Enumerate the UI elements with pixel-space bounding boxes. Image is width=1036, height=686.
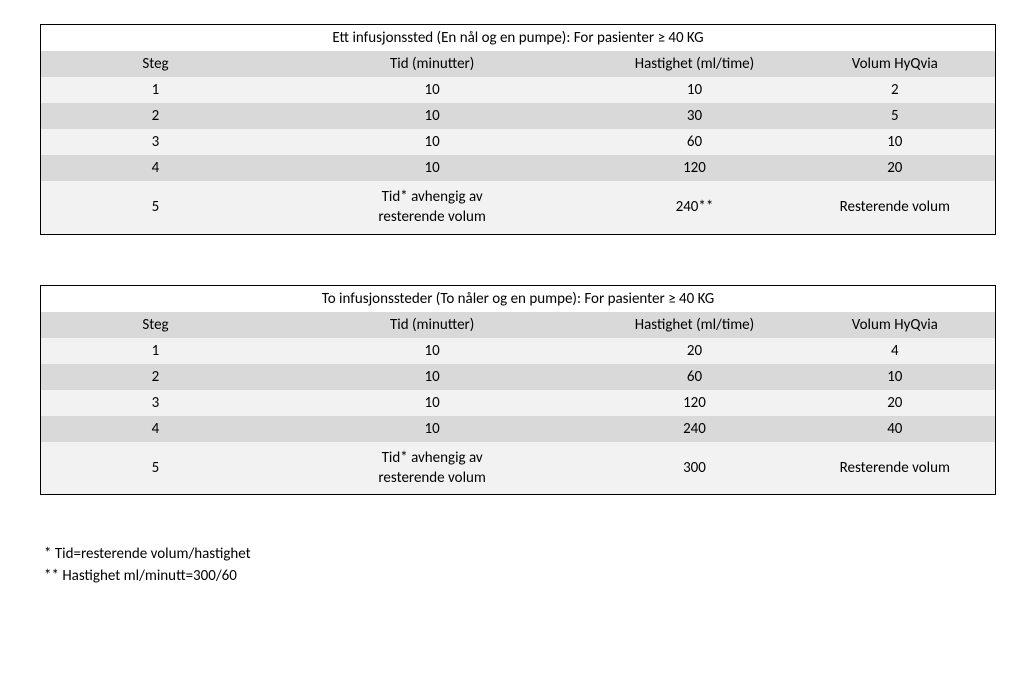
col-header-tid: Tid (minutter): [270, 51, 594, 77]
table-row: 4 10 120 20: [41, 155, 995, 181]
cell-steg: 2: [41, 103, 270, 129]
cell-volum: 20: [795, 390, 995, 416]
cell-tid: 10: [270, 129, 594, 155]
cell-steg: 3: [41, 390, 270, 416]
cell-hastighet: 30: [594, 103, 794, 129]
cell-hastighet: 60: [594, 364, 794, 390]
table-row: 5 Tid* avhengig av resterende volum 240*…: [41, 181, 995, 234]
table-header-row: Steg Tid (minutter) Hastighet (ml/time) …: [41, 51, 995, 77]
cell-volum: 4: [795, 338, 995, 364]
cell-volum: 10: [795, 129, 995, 155]
cell-tid-line2: resterende volum: [378, 207, 485, 227]
cell-hastighet: 240: [594, 416, 794, 442]
table-title: Ett infusjonssted (En nål og en pumpe): …: [41, 25, 995, 51]
cell-steg: 1: [41, 338, 270, 364]
infusion-table-two-sites: To infusjonssteder (To nåler og en pumpe…: [40, 285, 996, 496]
cell-tid: 10: [270, 364, 594, 390]
cell-tid-line1: Tid* avhengig av: [382, 448, 483, 468]
cell-steg: 4: [41, 155, 270, 181]
cell-steg: 5: [41, 181, 270, 234]
infusion-table-single-site: Ett infusjonssted (En nål og en pumpe): …: [40, 24, 996, 235]
cell-steg: 3: [41, 129, 270, 155]
col-header-hastighet: Hastighet (ml/time): [594, 51, 794, 77]
cell-volum: 2: [795, 77, 995, 103]
cell-volum: 40: [795, 416, 995, 442]
cell-tid: 10: [270, 155, 594, 181]
cell-tid-line2: resterende volum: [378, 468, 485, 488]
cell-hastighet: 20: [594, 338, 794, 364]
cell-steg: 4: [41, 416, 270, 442]
table-row: 5 Tid* avhengig av resterende volum 300 …: [41, 442, 995, 495]
cell-tid: 10: [270, 390, 594, 416]
cell-steg: 2: [41, 364, 270, 390]
table-row: 3 10 120 20: [41, 390, 995, 416]
table-row: 1 10 20 4: [41, 338, 995, 364]
cell-volum: 20: [795, 155, 995, 181]
table-row: 4 10 240 40: [41, 416, 995, 442]
cell-tid-line1: Tid* avhengig av: [382, 187, 483, 207]
cell-volum: 5: [795, 103, 995, 129]
cell-tid: 10: [270, 338, 594, 364]
col-header-tid: Tid (minutter): [270, 312, 594, 338]
cell-tid: Tid* avhengig av resterende volum: [270, 181, 594, 234]
table-row: 2 10 60 10: [41, 364, 995, 390]
cell-volum: Resterende volum: [795, 442, 995, 495]
cell-tid: 10: [270, 77, 594, 103]
col-header-steg: Steg: [41, 312, 270, 338]
col-header-volum: Volum HyQvia: [795, 312, 995, 338]
cell-hastighet: 300: [594, 442, 794, 495]
cell-steg: 5: [41, 442, 270, 495]
table-row: 3 10 60 10: [41, 129, 995, 155]
table-row: 2 10 30 5: [41, 103, 995, 129]
cell-hastighet: 120: [594, 390, 794, 416]
cell-tid: 10: [270, 416, 594, 442]
cell-tid: 10: [270, 103, 594, 129]
cell-hastighet: 60: [594, 129, 794, 155]
table-header-row: Steg Tid (minutter) Hastighet (ml/time) …: [41, 312, 995, 338]
footnotes: * Tid=resterende volum/hastighet ** Hast…: [40, 545, 996, 585]
cell-hastighet: 10: [594, 77, 794, 103]
cell-hastighet: 240**: [594, 181, 794, 234]
table-row: 1 10 10 2: [41, 77, 995, 103]
table-title: To infusjonssteder (To nåler og en pumpe…: [41, 286, 995, 312]
cell-volum: Resterende volum: [795, 181, 995, 234]
col-header-volum: Volum HyQvia: [795, 51, 995, 77]
cell-volum: 10: [795, 364, 995, 390]
footnote-tid: * Tid=resterende volum/hastighet: [44, 545, 996, 563]
col-header-hastighet: Hastighet (ml/time): [594, 312, 794, 338]
footnote-hastighet: ** Hastighet ml/minutt=300/60: [44, 567, 996, 585]
cell-hastighet: 120: [594, 155, 794, 181]
col-header-steg: Steg: [41, 51, 270, 77]
cell-steg: 1: [41, 77, 270, 103]
cell-tid: Tid* avhengig av resterende volum: [270, 442, 594, 495]
